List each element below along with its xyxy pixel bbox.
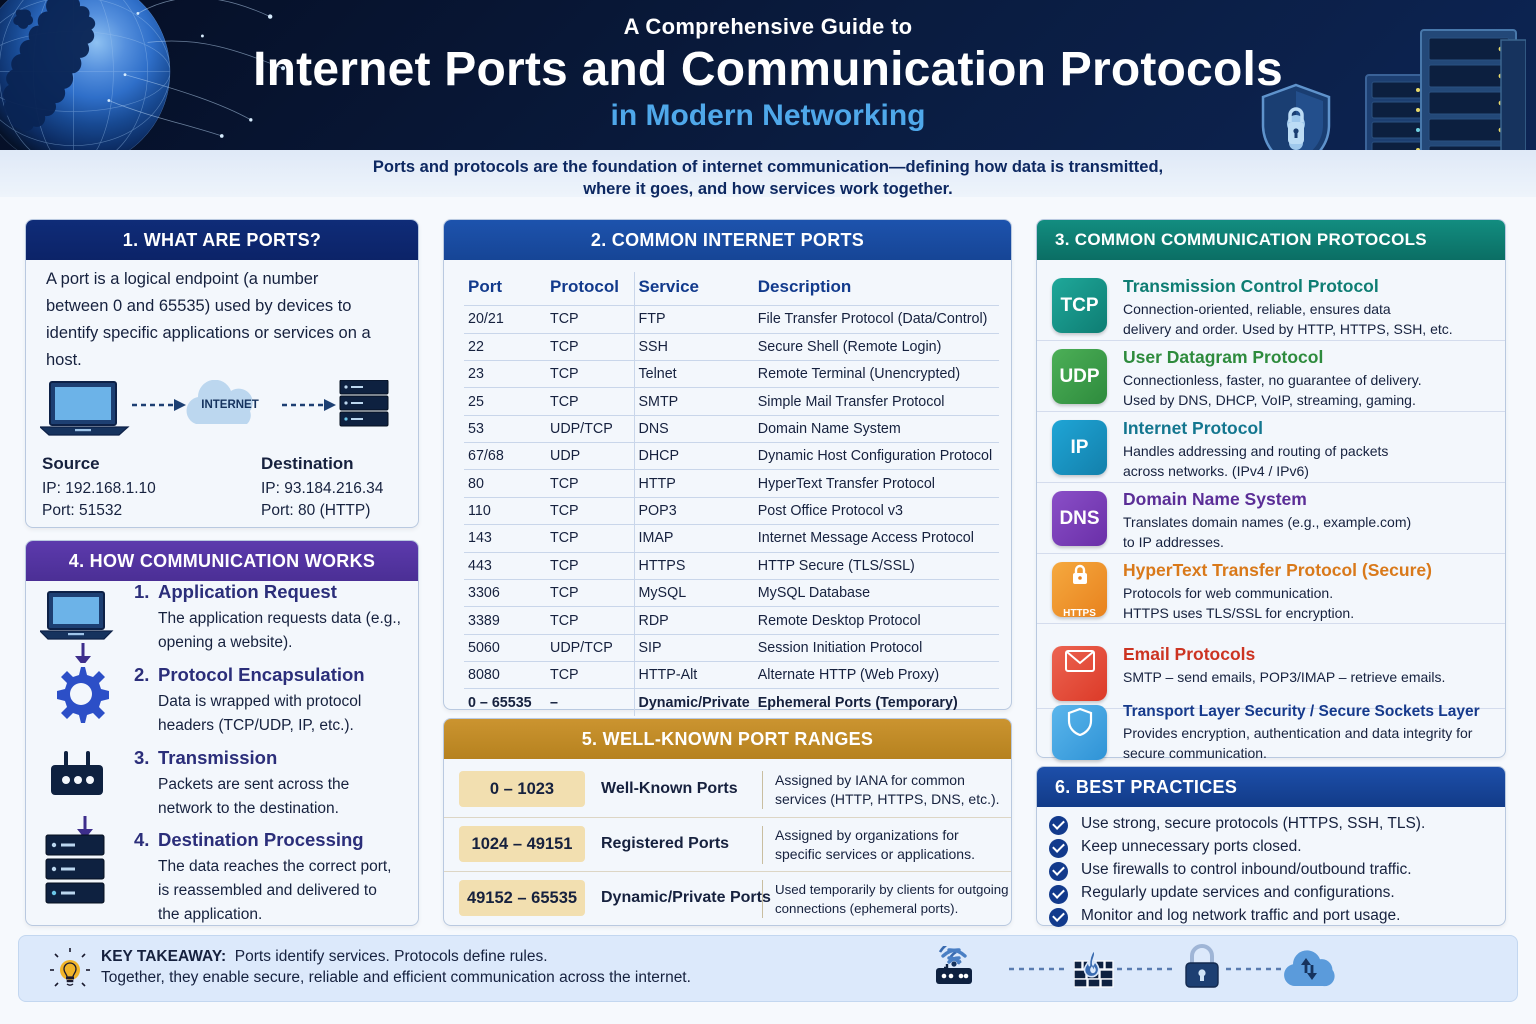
svg-text:INTERNET: INTERNET (201, 399, 259, 411)
